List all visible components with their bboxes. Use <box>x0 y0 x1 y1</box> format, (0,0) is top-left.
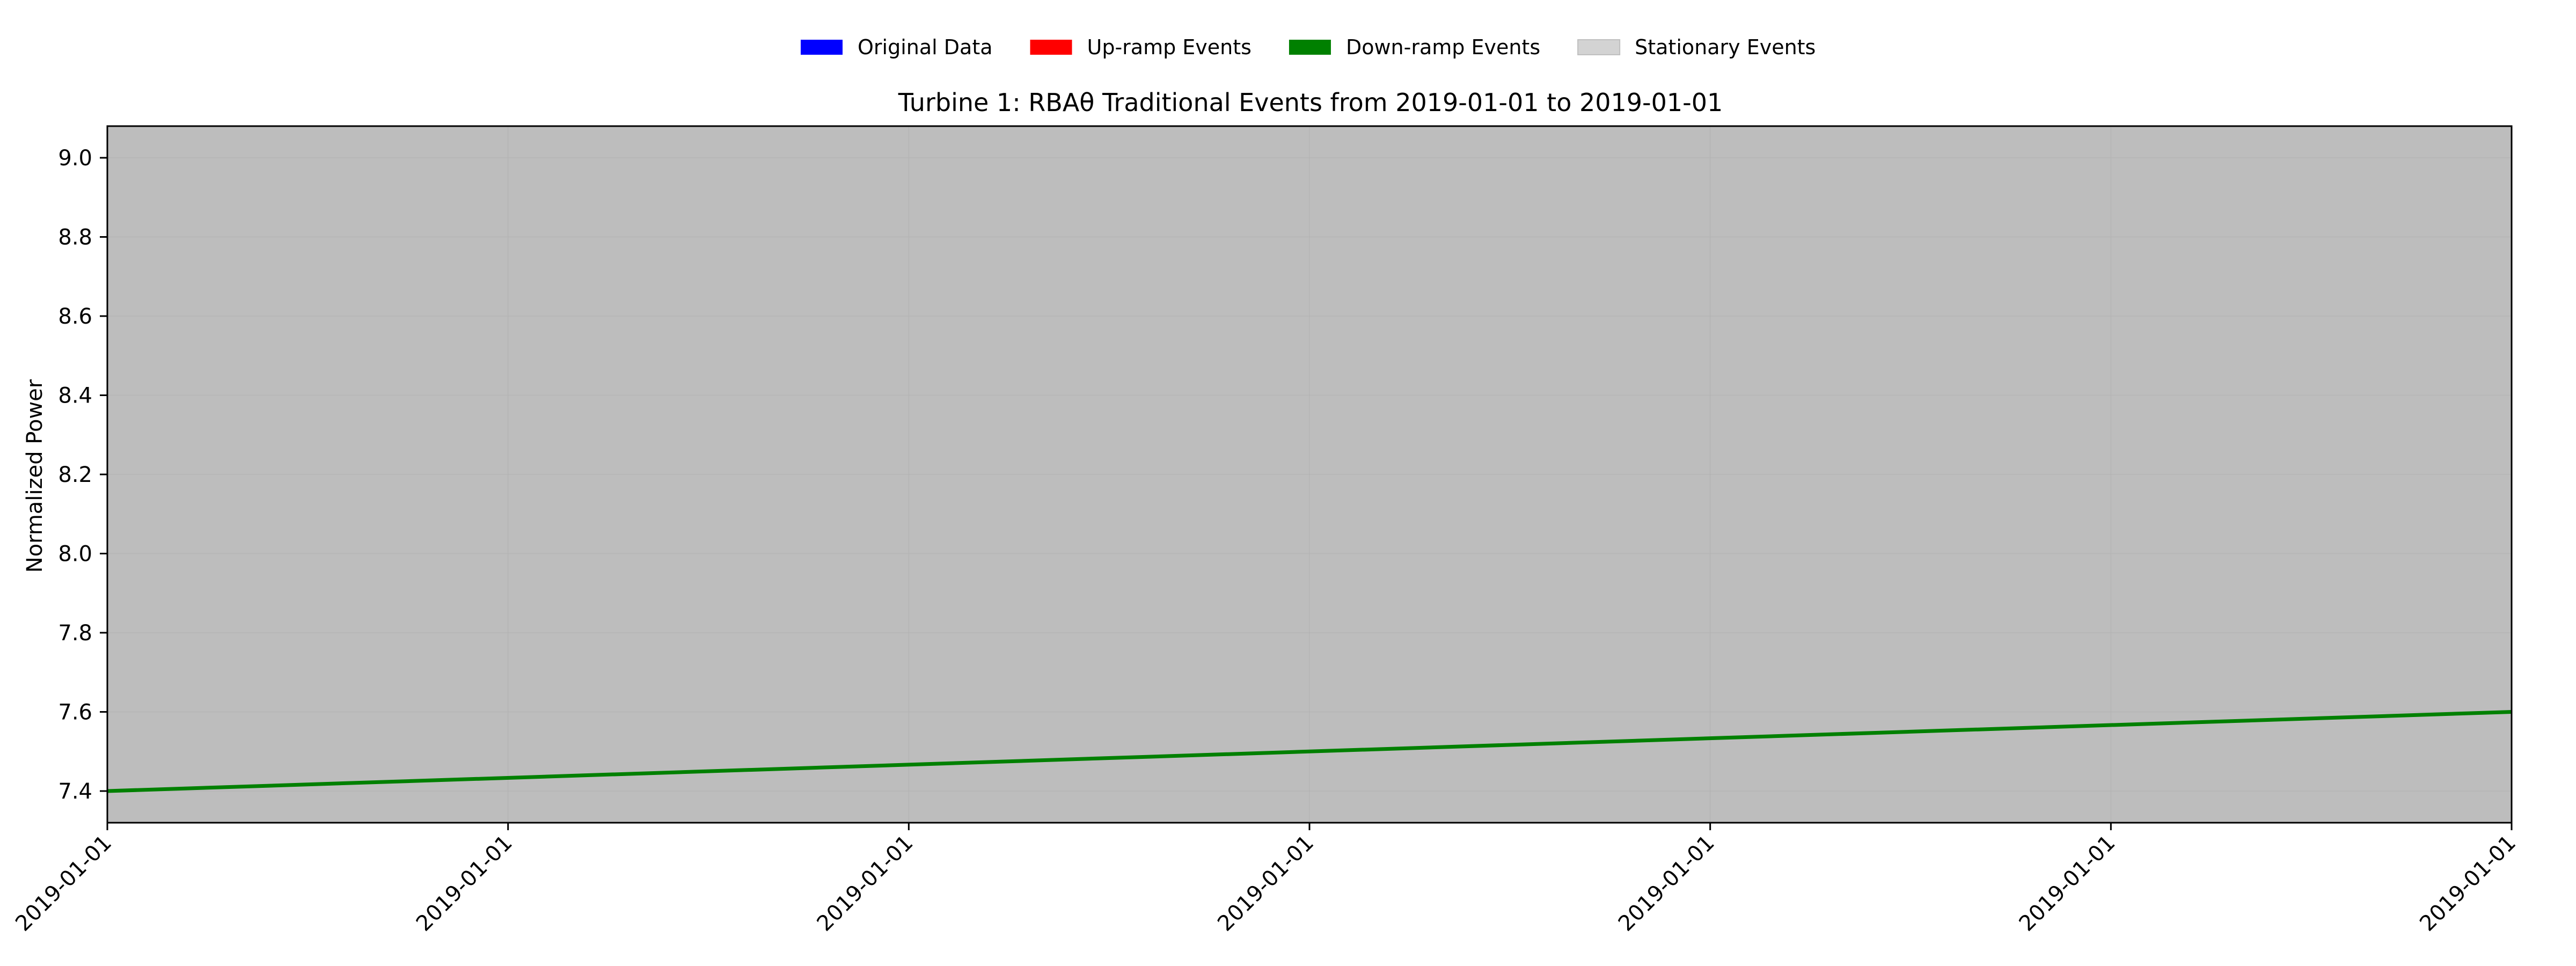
y-tick-label: 7.8 <box>58 621 92 646</box>
y-tick-label: 8.6 <box>58 304 92 329</box>
x-ticks: 2019-01-01 2019-01-01 2019-01-01 2019-01-01… <box>11 823 2521 936</box>
legend-swatch <box>1030 40 1072 55</box>
x-tick-label: 2019-01-01 <box>412 831 517 936</box>
x-tick-label: 2019-01-01 <box>812 831 918 936</box>
y-tick-label: 7.4 <box>58 779 92 804</box>
legend-item: Up-ramp Events <box>1030 35 1252 59</box>
legend-label: Stationary Events <box>1635 35 1816 59</box>
y-ticks: 7.4 7.6 7.8 8.0 8.2 8.4 8.6 8.8 9.0 <box>58 146 107 804</box>
y-tick-label: 7.6 <box>58 700 92 725</box>
chart-title: Turbine 1: RBAθ Traditional Events from … <box>898 88 1723 117</box>
x-tick-label: 2019-01-01 <box>2415 831 2521 936</box>
y-axis-label: Normalized Power <box>23 379 47 573</box>
y-tick-label: 8.2 <box>58 463 92 487</box>
legend-swatch <box>801 40 843 55</box>
legend-swatch <box>1577 39 1621 55</box>
y-tick-label: 8.4 <box>58 384 92 408</box>
legend: Original Data Up-ramp Events Down-ramp Eve… <box>801 35 1816 59</box>
x-tick-label: 2019-01-01 <box>11 831 116 936</box>
x-tick-label: 2019-01-01 <box>1614 831 1719 936</box>
legend-swatch <box>1289 40 1331 55</box>
series-line-down-ramp <box>107 710 2512 793</box>
x-tick-label: 2019-01-01 <box>1213 831 1319 936</box>
legend-label: Original Data <box>858 35 993 59</box>
y-tick-label: 9.0 <box>58 146 92 171</box>
y-tick-label: 8.0 <box>58 542 92 567</box>
y-tick-label: 8.8 <box>58 225 92 250</box>
legend-item: Down-ramp Events <box>1289 35 1540 59</box>
legend-label: Up-ramp Events <box>1087 35 1252 59</box>
legend-item: Stationary Events <box>1577 35 1816 59</box>
plot-area <box>106 125 2513 824</box>
legend-label: Down-ramp Events <box>1346 35 1540 59</box>
legend-item: Original Data <box>801 35 993 59</box>
x-tick-label: 2019-01-01 <box>2014 831 2120 936</box>
